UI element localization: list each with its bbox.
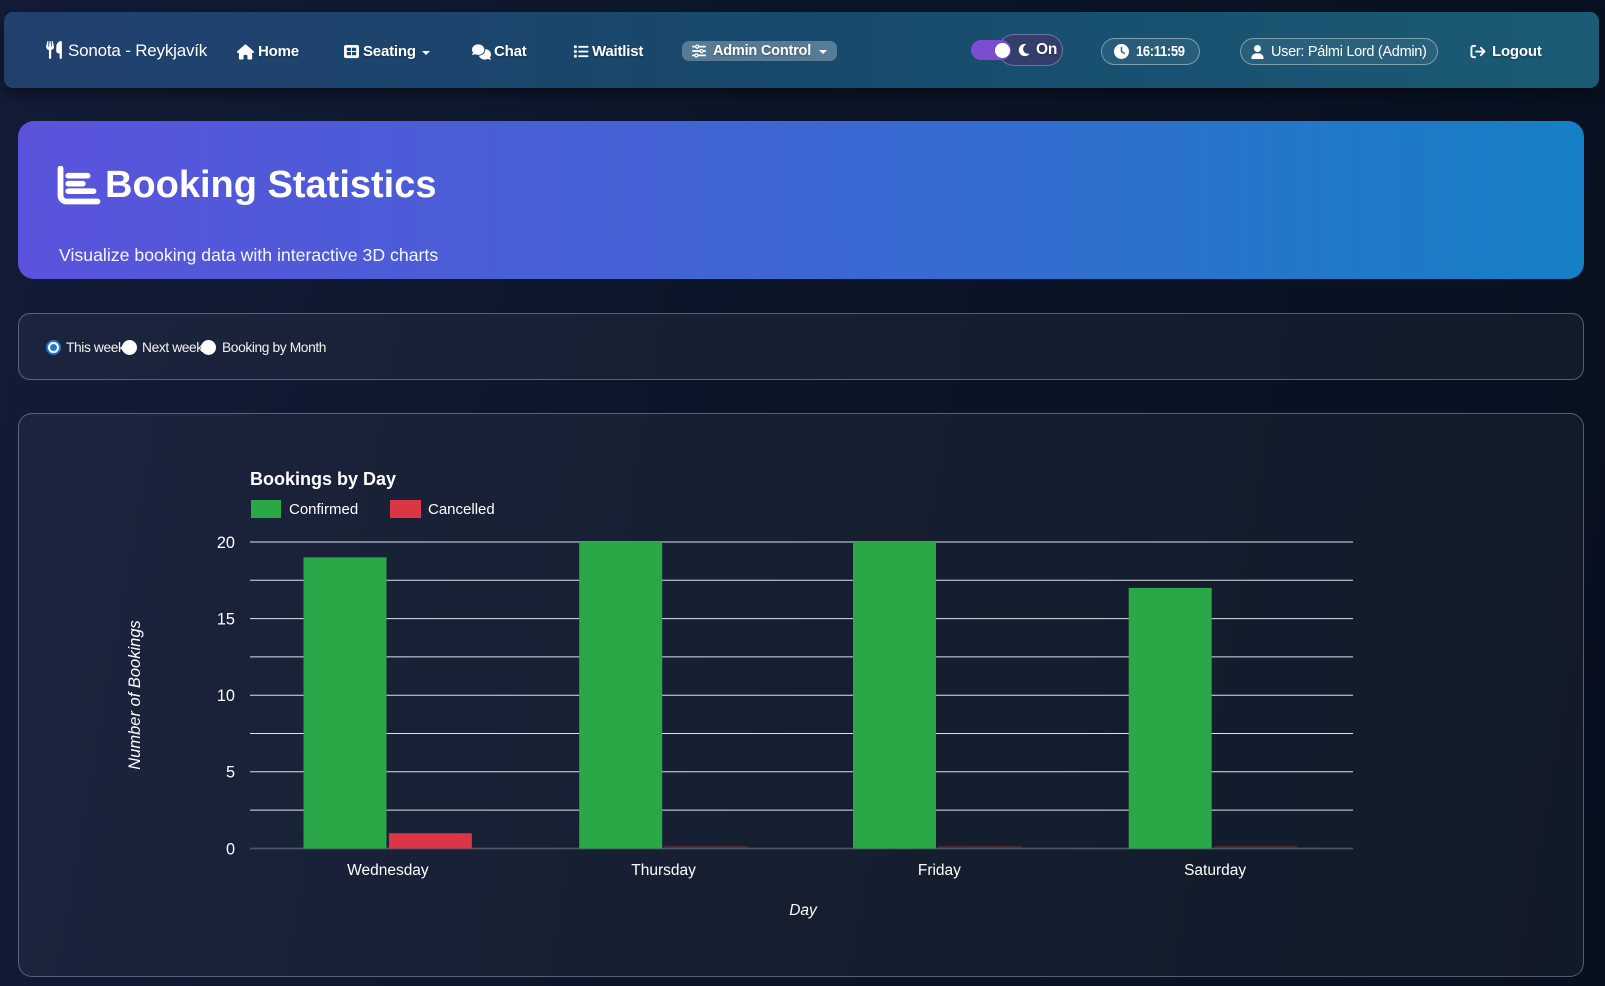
svg-text:Day: Day [789, 902, 818, 919]
svg-text:Wednesday: Wednesday [347, 862, 429, 879]
svg-text:Bookings by Day: Bookings by Day [250, 469, 396, 489]
svg-text:0: 0 [226, 840, 235, 858]
svg-text:20: 20 [217, 534, 235, 552]
svg-text:10: 10 [217, 687, 235, 705]
svg-text:15: 15 [217, 610, 235, 628]
svg-text:Friday: Friday [918, 862, 961, 879]
svg-text:Confirmed: Confirmed [289, 501, 358, 518]
svg-text:Number of Bookings: Number of Bookings [126, 620, 144, 770]
svg-text:5: 5 [226, 764, 235, 782]
svg-text:Cancelled: Cancelled [428, 501, 495, 518]
svg-text:Thursday: Thursday [631, 862, 696, 879]
svg-text:Saturday: Saturday [1184, 862, 1246, 879]
